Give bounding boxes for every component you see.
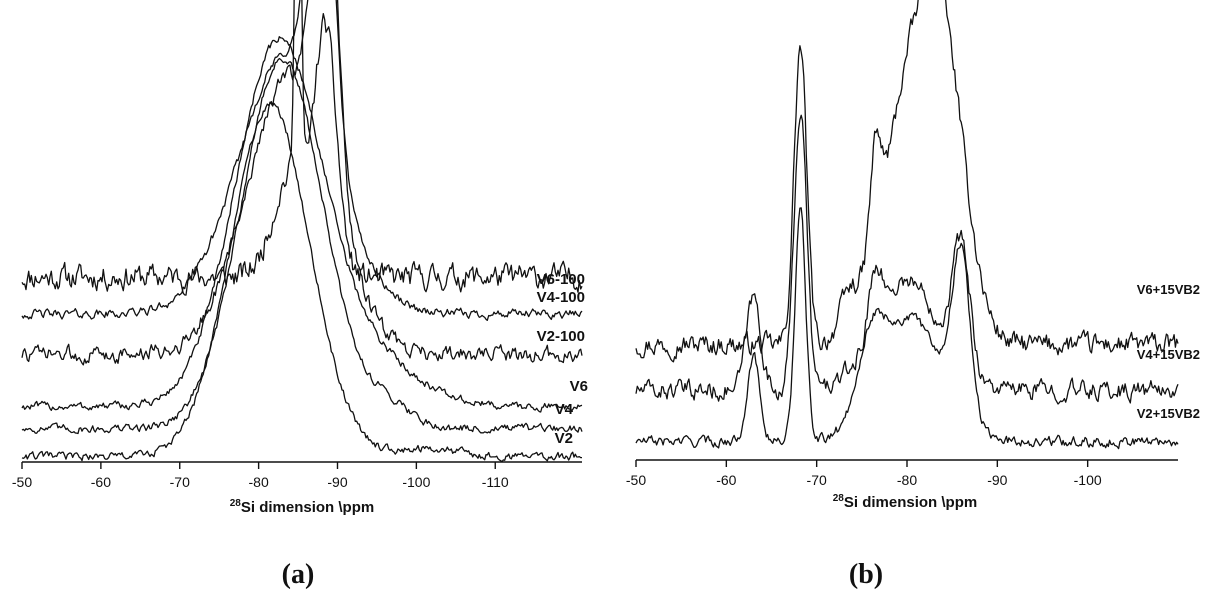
panel-b-trace-v6-15vb2: [635, 0, 1179, 363]
panel-b-trace-v4-15vb2: [635, 114, 1179, 405]
panel-a-label-v2: V2: [555, 430, 573, 447]
panel-a-label-v4: V4: [555, 401, 574, 418]
panel-a-label-v6-100: V6-100: [537, 271, 585, 288]
panel-a-traces: [21, 0, 583, 463]
panel-b-x-axis-superscript: 28: [833, 493, 845, 504]
panel-b-tick-label-1: -60: [716, 472, 736, 488]
panel-a-trace-v4: [21, 57, 583, 435]
panel-a-ticks: -50 -60 -70 -80 -90 -100 -110: [12, 462, 509, 490]
panel-b-tick-label-0: -50: [626, 472, 646, 488]
panel-a-label-v2-100: V2-100: [537, 328, 585, 345]
panel-a-label: (a): [282, 559, 315, 590]
panel-b-x-axis-text: Si dimension \ppm: [844, 494, 977, 511]
panel-a-tick-label-2: -70: [170, 474, 190, 490]
panel-b-tick-label-3: -80: [897, 472, 917, 488]
panel-a-trace-v2-100: [21, 0, 583, 366]
panel-a-tick-label-3: -80: [249, 474, 269, 490]
panel-a-x-axis-superscript: 28: [230, 498, 242, 509]
panel-b-x-axis-title: 28Si dimension \ppm: [833, 493, 977, 511]
panel-a-tick-label-0: -50: [12, 474, 32, 490]
panel-a-x-axis-title: 28Si dimension \ppm: [230, 498, 374, 516]
panel-a-label-v6: V6: [570, 378, 588, 395]
panel-a-trace-v6-100: [21, 0, 583, 296]
panel-b-spectrum: -50 -60 -70 -80 -90 -100 V6+15VB2 V4+15VB2 V2+1…: [626, 0, 1200, 590]
panel-b-ticks: -50 -60 -70 -80 -90 -100: [626, 460, 1102, 488]
panel-a-trace-v6: [21, 36, 583, 413]
panel-a-tick-label-5: -100: [402, 474, 430, 490]
panel-b-tick-label-2: -70: [807, 472, 827, 488]
panel-a-tick-label-4: -90: [327, 474, 347, 490]
panel-a-x-axis-text: Si dimension \ppm: [241, 499, 374, 516]
panel-b-tick-label-4: -90: [987, 472, 1007, 488]
panel-b-label-v2-15vb2: V2+15VB2: [1137, 406, 1200, 421]
panel-b-trace-v2-15vb2: [635, 207, 1179, 450]
panel-a-tick-label-1: -60: [91, 474, 111, 490]
panel-a-trace-v2: [21, 100, 582, 463]
panel-b-series-labels: V6+15VB2 V4+15VB2 V2+15VB2: [1137, 282, 1200, 421]
panel-b-tick-label-5: -100: [1074, 472, 1102, 488]
panel-a-tick-label-6: -110: [482, 474, 509, 490]
panel-b-label-v6-15vb2: V6+15VB2: [1137, 282, 1200, 297]
panel-a-label-v4-100: V4-100: [537, 289, 585, 306]
panel-b-label: (b): [849, 559, 883, 590]
panel-b-label-v4-15vb2: V4+15VB2: [1137, 347, 1200, 362]
panel-b-traces: [635, 0, 1179, 450]
panel-a-trace-v4-100: [21, 0, 583, 321]
